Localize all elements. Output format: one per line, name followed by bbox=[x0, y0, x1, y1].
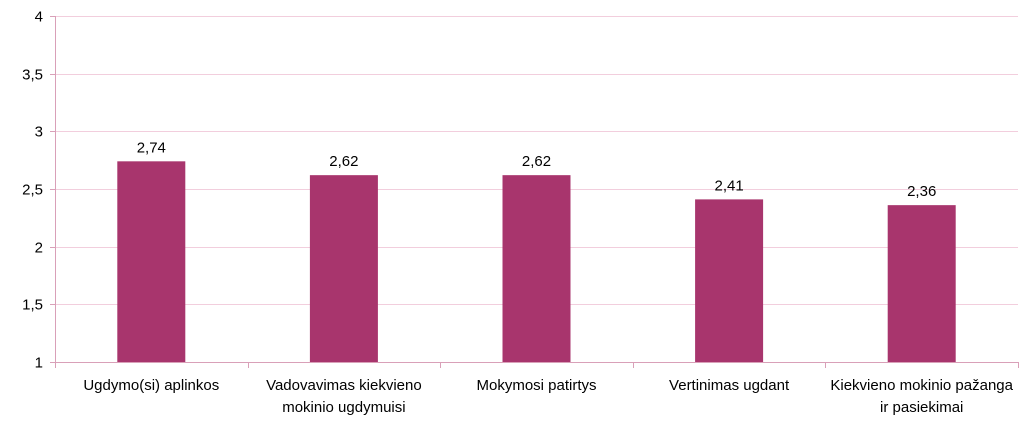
y-tick-label: 1,5 bbox=[22, 297, 43, 314]
y-tick-label: 2 bbox=[35, 240, 43, 257]
data-label: 2,36 bbox=[907, 183, 936, 200]
axes bbox=[50, 16, 1019, 368]
x-category-label: Vadovavimas kiekvieno bbox=[266, 377, 422, 394]
bar bbox=[502, 175, 571, 362]
x-category-label: Kiekvieno mokinio pažanga bbox=[830, 377, 1013, 394]
data-label: 2,62 bbox=[329, 153, 358, 170]
x-category-label: Vertinimas ugdant bbox=[669, 377, 790, 394]
y-tick-label: 2,5 bbox=[22, 182, 43, 199]
y-tick-label: 1 bbox=[35, 355, 43, 372]
x-category-label: Mokymosi patirtys bbox=[476, 377, 596, 394]
y-tick-label: 4 bbox=[35, 9, 43, 26]
data-label: 2,41 bbox=[714, 177, 743, 194]
data-label: 2,74 bbox=[137, 139, 166, 156]
y-tick-label: 3 bbox=[35, 124, 43, 141]
bars bbox=[117, 161, 956, 362]
bar bbox=[695, 199, 764, 362]
x-category-label: mokinio ugdymuisi bbox=[282, 399, 405, 416]
data-label: 2,62 bbox=[522, 153, 551, 170]
x-category-label: Ugdymo(si) aplinkos bbox=[83, 377, 219, 394]
bar bbox=[309, 175, 378, 362]
labels: 1 1,5 2 2,5 3 3,5 4 2,74 Ugdymo(si) aplinkos 2,62… bbox=[22, 9, 1014, 417]
bar bbox=[117, 161, 186, 362]
y-tick-label: 3,5 bbox=[22, 67, 43, 84]
bar bbox=[887, 205, 956, 362]
x-category-label: ir pasiekimai bbox=[880, 399, 963, 416]
